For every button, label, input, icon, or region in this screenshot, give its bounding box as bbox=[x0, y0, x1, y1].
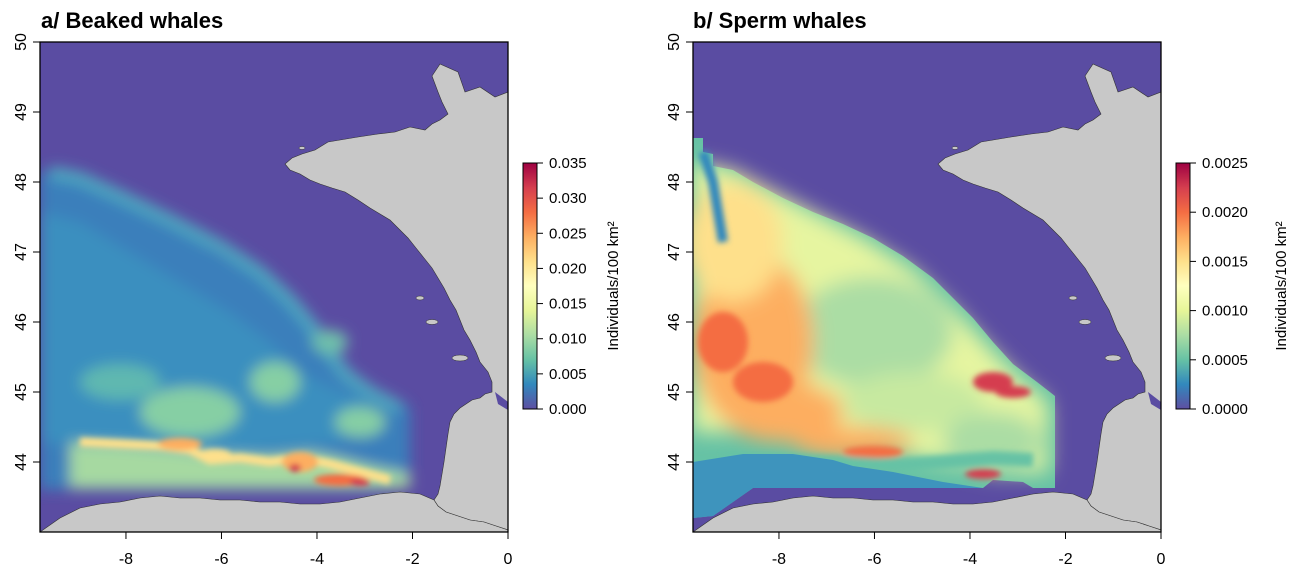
panel-a-y-tick-label: 48 bbox=[13, 173, 30, 191]
panel-a-x-tick-label: -4 bbox=[310, 551, 324, 568]
colorbar-a-tick-label: 0.035 bbox=[549, 155, 587, 172]
panel-b-map: -8 -6 -4 -2 0 50 49 48 47 46 45 44 bbox=[666, 33, 1166, 568]
panel-a-frame bbox=[39, 41, 509, 533]
panel-b: b/ Sperm whales bbox=[666, 8, 1290, 568]
panel-b-x-tick-label: -4 bbox=[963, 551, 977, 568]
panel-a-x-tick-label: 0 bbox=[504, 551, 513, 568]
colorbar-b-tick-label: 0.0000 bbox=[1202, 401, 1248, 418]
colorbar-a-tick-label: 0.010 bbox=[549, 331, 587, 348]
panel-b-y-tick-label: 50 bbox=[666, 33, 683, 51]
colorbar-b-tick-label: 0.0005 bbox=[1202, 352, 1248, 369]
colorbar-a-tick-label: 0.030 bbox=[549, 190, 587, 207]
colorbar-b-tick-label: 0.0025 bbox=[1202, 155, 1248, 172]
panel-a-y-tick-label: 44 bbox=[13, 453, 30, 471]
panel-b-x-tick-label: -6 bbox=[867, 551, 881, 568]
panel-b-y-tick-label: 48 bbox=[666, 173, 683, 191]
panel-a-y-tick-label: 49 bbox=[13, 103, 30, 121]
colorbar-b-label: Individuals/100 km² bbox=[1273, 221, 1290, 350]
colorbar-b-gradient bbox=[1175, 162, 1191, 410]
panel-b-y-tick-label: 45 bbox=[666, 383, 683, 401]
panel-a-y-tick-label: 45 bbox=[13, 383, 30, 401]
panel-a-colorbar: 0.035 0.030 0.025 0.020 0.015 0.010 0.005 0.000… bbox=[522, 155, 622, 418]
colorbar-a-tick-label: 0.015 bbox=[549, 296, 587, 313]
panel-a-axes: -8 -6 -4 -2 0 50 49 48 47 46 45 44 bbox=[13, 33, 513, 568]
panel-a-y-tick-label: 50 bbox=[13, 33, 30, 51]
panel-b-title: b/ Sperm whales bbox=[693, 8, 867, 33]
colorbar-b-tick-label: 0.0015 bbox=[1202, 253, 1248, 270]
panel-b-x-tick-label: -8 bbox=[772, 551, 786, 568]
density-field-a bbox=[40, 166, 410, 490]
hotspots-a bbox=[79, 437, 392, 486]
panel-b-frame bbox=[692, 41, 1162, 533]
panel-a-y-tick-label: 46 bbox=[13, 313, 30, 331]
panel-a-y-tick-label: 47 bbox=[13, 243, 30, 261]
colorbar-b-tick-label: 0.0020 bbox=[1202, 204, 1248, 221]
panel-b-x-tick-label: 0 bbox=[1157, 551, 1166, 568]
panel-a-x-tick-label: -6 bbox=[214, 551, 228, 568]
density-field-b bbox=[693, 138, 1055, 518]
colorbar-a-tick-label: 0.005 bbox=[549, 366, 587, 383]
colorbar-b-ticks: 0.0025 0.0020 0.0015 0.0010 0.0005 0.0000 bbox=[1190, 155, 1248, 418]
colorbar-a-gradient bbox=[522, 162, 538, 410]
panel-b-axes: -8 -6 -4 -2 0 50 49 48 47 46 45 44 bbox=[666, 33, 1166, 568]
panel-a-x-tick-label: -2 bbox=[405, 551, 419, 568]
colorbar-b-tick-label: 0.0010 bbox=[1202, 303, 1248, 320]
panel-b-y-tick-label: 46 bbox=[666, 313, 683, 331]
panel-b-y-tick-label: 47 bbox=[666, 243, 683, 261]
colorbar-a-tick-label: 0.020 bbox=[549, 260, 587, 277]
panel-b-y-tick-label: 49 bbox=[666, 103, 683, 121]
colorbar-a-ticks: 0.035 0.030 0.025 0.020 0.015 0.010 0.005 0.000 bbox=[537, 155, 587, 418]
panel-a-title: a/ Beaked whales bbox=[41, 8, 223, 33]
panel-a: a/ Beaked whales bbox=[13, 8, 622, 568]
panel-b-y-tick-label: 44 bbox=[666, 453, 683, 471]
colorbar-a-tick-label: 0.000 bbox=[549, 401, 587, 418]
colorbar-a-label: Individuals/100 km² bbox=[605, 221, 622, 350]
panel-a-map: -8 -6 -4 -2 0 50 49 48 47 46 45 44 bbox=[13, 33, 513, 568]
panel-b-colorbar: 0.0025 0.0020 0.0015 0.0010 0.0005 0.0000 Ind… bbox=[1175, 155, 1290, 418]
colorbar-a-tick-label: 0.025 bbox=[549, 225, 587, 242]
panel-a-x-tick-label: -8 bbox=[119, 551, 133, 568]
panel-b-x-tick-label: -2 bbox=[1058, 551, 1072, 568]
